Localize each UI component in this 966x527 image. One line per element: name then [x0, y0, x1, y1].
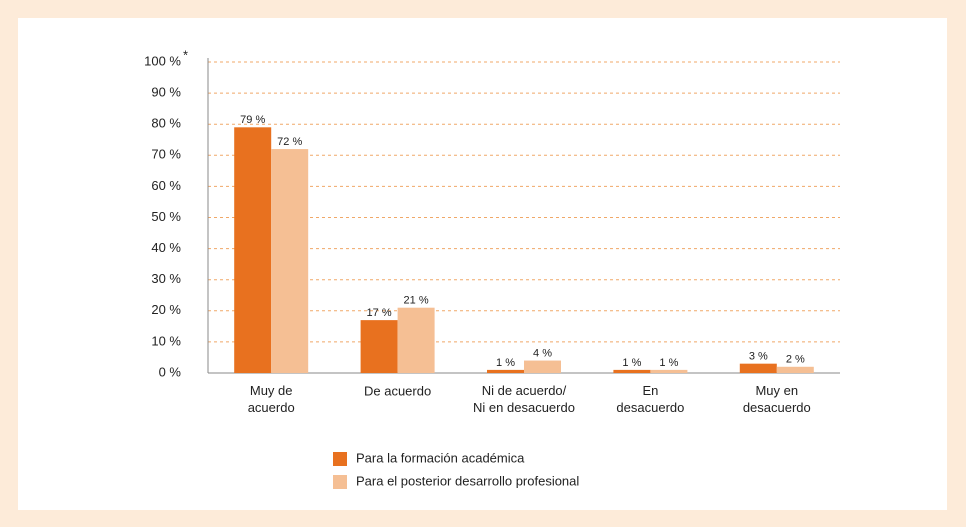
value-label: 79 % [240, 114, 265, 126]
x-tick-label: Muy en desacuerdo [743, 383, 811, 415]
y-tick-label: 70 % [151, 147, 181, 162]
x-tick-label: De acuerdo [364, 383, 431, 398]
x-tick-label: Muy de acuerdo [248, 383, 295, 415]
value-label: 4 % [533, 347, 552, 359]
bar [271, 149, 309, 373]
value-label: 1 % [496, 357, 515, 369]
bar [397, 307, 435, 373]
y-tick-label: 100 % [144, 53, 181, 68]
value-label: 2 % [786, 354, 805, 366]
y-tick-label: 90 % [151, 85, 181, 100]
x-tick-label: Ni de acuerdo/Ni en desacuerdo [473, 383, 575, 415]
value-label: 72 % [277, 136, 302, 148]
value-label: 1 % [659, 357, 678, 369]
value-label: 1 % [622, 357, 641, 369]
axis-note: * [183, 47, 188, 62]
bar [739, 363, 777, 373]
y-tick-label: 60 % [151, 178, 181, 193]
bar [613, 369, 651, 373]
legend-swatch [333, 452, 347, 466]
bar [487, 369, 524, 373]
y-tick-label: 80 % [151, 116, 181, 131]
bar [524, 360, 561, 373]
value-label: 21 % [404, 295, 429, 307]
bar [650, 369, 688, 373]
bar [776, 366, 814, 373]
legend-label: Para la formación académica [356, 450, 525, 465]
legend-label: Para el posterior desarrollo profesional [356, 473, 579, 488]
bar [234, 127, 272, 373]
y-tick-label: 0 % [159, 364, 182, 379]
y-tick-label: 50 % [151, 209, 181, 224]
legend-swatch [333, 475, 347, 489]
value-label: 17 % [367, 307, 392, 319]
panel [18, 18, 947, 510]
y-tick-label: 20 % [151, 302, 181, 317]
value-label: 3 % [749, 351, 768, 363]
y-tick-label: 40 % [151, 240, 181, 255]
y-tick-label: 10 % [151, 333, 181, 348]
x-tick-label: En desacuerdo [616, 383, 684, 415]
y-tick-label: 30 % [151, 271, 181, 286]
bar [360, 320, 398, 373]
